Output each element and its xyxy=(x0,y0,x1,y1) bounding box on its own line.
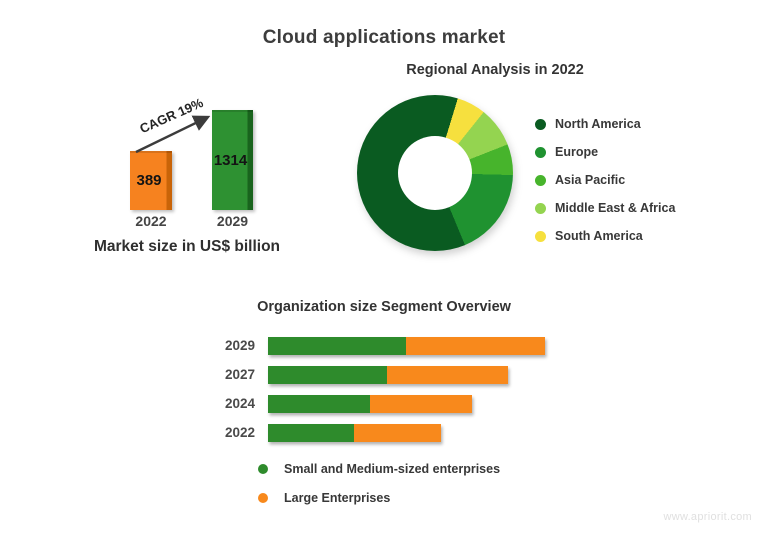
org-year-label: 2029 xyxy=(224,338,255,353)
legend-label: Small and Medium-sized enterprises xyxy=(284,461,501,476)
legend-label: Europe xyxy=(555,145,599,159)
org-bar-large-segment xyxy=(354,424,441,442)
cagr-arrow-icon xyxy=(135,115,211,154)
org-bar-sme-segment xyxy=(268,337,406,355)
legend-dot-icon xyxy=(535,118,546,130)
org-year-label: 2024 xyxy=(224,396,255,411)
regional-analysis-title: Regional Analysis in 2022 xyxy=(406,62,584,78)
donut-hole xyxy=(398,136,472,210)
legend-label: Middle East & Africa xyxy=(555,201,676,215)
regional-legend-item: South America xyxy=(535,222,675,250)
regional-legend: North America Europe Asia Pacific Middle Ea… xyxy=(535,110,675,250)
regional-legend-item: Asia Pacific xyxy=(535,166,675,194)
legend-label: South America xyxy=(555,229,643,243)
org-bar-2024 xyxy=(268,395,472,413)
regional-legend-item: North America xyxy=(535,110,675,138)
regional-legend-item: Europe xyxy=(535,138,675,166)
market-bar-value: 1314 xyxy=(213,151,248,169)
org-bar-sme-segment xyxy=(268,366,387,384)
legend-dot-icon xyxy=(258,492,268,503)
organization-size-legend: Small and Medium-sized enterprises Large … xyxy=(258,454,500,512)
org-year-label: 2027 xyxy=(224,367,255,382)
org-legend-item: Small and Medium-sized enterprises xyxy=(258,454,500,483)
legend-label: Large Enterprises xyxy=(284,490,391,505)
legend-dot-icon xyxy=(535,230,546,242)
legend-dot-icon xyxy=(535,174,546,186)
watermark: www.apriorit.com xyxy=(663,511,752,523)
legend-dot-icon xyxy=(535,146,546,158)
org-bar-large-segment xyxy=(406,337,545,355)
legend-dot-icon xyxy=(258,463,268,474)
org-bar-large-segment xyxy=(387,366,508,384)
donut-chart xyxy=(357,95,513,251)
org-bar-sme-segment xyxy=(268,395,370,413)
org-bar-sme-segment xyxy=(268,424,354,442)
market-bar-year-label: 2029 xyxy=(216,213,249,229)
regional-legend-item: Middle East & Africa xyxy=(535,194,675,222)
page-title: Cloud applications market xyxy=(262,26,506,48)
legend-dot-icon xyxy=(535,202,546,214)
legend-label: North America xyxy=(555,117,641,131)
market-size-caption: Market size in US$ billion xyxy=(93,238,281,255)
legend-label: Asia Pacific xyxy=(555,173,626,187)
market-bar-2022: 389 xyxy=(130,151,172,210)
org-bar-2027 xyxy=(268,366,508,384)
organization-size-title: Organization size Segment Overview xyxy=(257,299,511,315)
org-bar-2022 xyxy=(268,424,441,442)
market-bar-value: 389 xyxy=(136,172,162,189)
org-bar-large-segment xyxy=(370,395,472,413)
market-bar-year-label: 2022 xyxy=(135,213,167,229)
org-legend-item: Large Enterprises xyxy=(258,483,500,512)
org-year-label: 2022 xyxy=(224,425,255,440)
market-bar-2029: 1314 xyxy=(212,110,253,210)
org-bar-2029 xyxy=(268,337,545,355)
